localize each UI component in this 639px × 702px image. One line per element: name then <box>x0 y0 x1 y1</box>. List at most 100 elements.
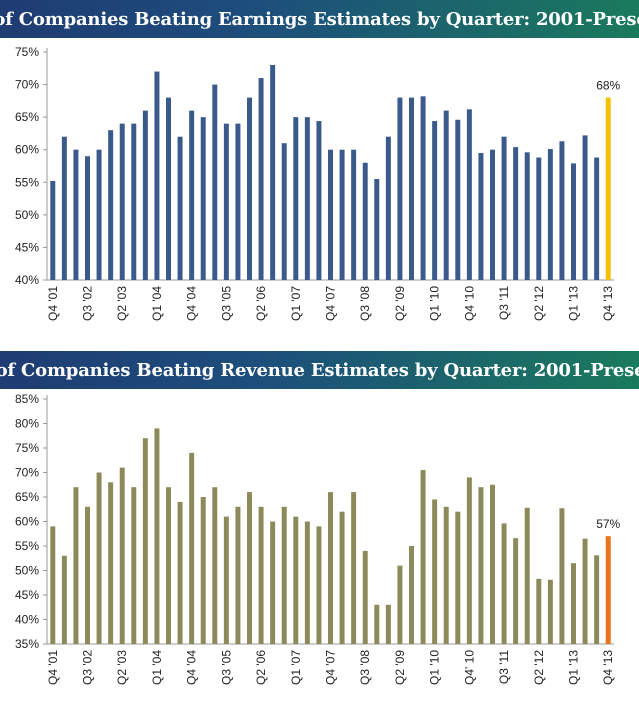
revenue-bar <box>536 578 542 644</box>
revenue-bar <box>73 487 79 644</box>
earnings-x-tick-label: Q2 '06 <box>254 286 268 321</box>
revenue-y-tick-label: 75% <box>15 441 39 455</box>
earnings-x-tick-label: Q1 '07 <box>289 286 303 321</box>
revenue-bar <box>235 506 241 644</box>
earnings-bar <box>501 136 507 280</box>
revenue-bar <box>455 511 461 644</box>
revenue-bar <box>328 492 333 644</box>
earnings-x-tick-label: Q2 '12 <box>532 286 546 321</box>
revenue-bar <box>142 438 148 644</box>
revenue-x-tick-label: Q4 '07 <box>324 650 338 685</box>
revenue-y-tick-label: 65% <box>15 490 39 504</box>
revenue-x-tick-label: Q4 '13 <box>601 650 615 685</box>
revenue-bar <box>177 501 183 644</box>
earnings-bar <box>432 121 438 280</box>
revenue-y-tick-label: 60% <box>15 515 39 529</box>
earnings-bar <box>108 130 114 280</box>
revenue-y-tick-label: 40% <box>15 613 39 627</box>
revenue-bar <box>443 506 449 644</box>
revenue-bar <box>513 538 519 644</box>
earnings-x-tick-label: Q2 '09 <box>393 286 407 321</box>
revenue-data-label: 57% <box>596 517 620 531</box>
revenue-chart-title: % of Companies Beating Revenue Estimates… <box>0 351 639 389</box>
earnings-bar <box>605 97 611 280</box>
earnings-bar <box>466 109 472 280</box>
revenue-x-tick-label: Q1 '04 <box>150 650 164 685</box>
earnings-bar <box>362 162 368 280</box>
revenue-bar <box>478 487 484 644</box>
revenue-bar <box>96 472 102 644</box>
revenue-x-tick-label: Q4 '01 <box>46 650 60 685</box>
revenue-x-tick-label: Q4 '04 <box>185 650 199 685</box>
revenue-x-tick-label: Q2 '06 <box>254 650 268 685</box>
revenue-y-tick-label: 35% <box>15 637 39 651</box>
earnings-y-tick-label: 40% <box>15 273 39 287</box>
earnings-bar <box>304 117 310 280</box>
earnings-bar <box>547 149 553 280</box>
earnings-bar <box>154 71 160 280</box>
earnings-y-tick-label: 65% <box>15 110 39 124</box>
earnings-bar <box>85 156 90 280</box>
revenue-bar <box>466 477 472 644</box>
earnings-chart: 40% 45% 50% 55% 60% 65% 70% 75% 68% Q4 '01 Q3 '02 Q… <box>15 45 621 321</box>
revenue-bar <box>316 526 322 644</box>
earnings-bar <box>281 143 287 280</box>
revenue-bar <box>362 550 368 644</box>
revenue-bar <box>374 604 380 644</box>
revenue-x-tick-label: Q4' 10 <box>462 650 476 685</box>
earnings-y-tick-label: 55% <box>15 175 39 189</box>
earnings-bar <box>73 149 79 280</box>
earnings-bar <box>420 96 426 280</box>
revenue-x-tick-label: Q1 '07 <box>289 650 303 685</box>
earnings-bar <box>223 123 229 280</box>
earnings-bar <box>293 117 299 280</box>
earnings-bar <box>594 157 600 280</box>
revenue-bar <box>85 506 90 644</box>
revenue-x-tick-label: Q2 '09 <box>393 650 407 685</box>
revenue-bar <box>166 487 171 644</box>
earnings-y-tick-label: 50% <box>15 208 39 222</box>
revenue-bar <box>409 546 414 644</box>
revenue-y-tick-label: 80% <box>15 417 39 431</box>
revenue-bar <box>571 563 576 644</box>
earnings-y-tick-label: 75% <box>15 45 39 59</box>
earnings-bar <box>571 163 576 280</box>
revenue-bar <box>223 516 229 644</box>
revenue-bar <box>281 506 287 644</box>
earnings-bar <box>235 123 241 280</box>
earnings-bar <box>582 135 588 280</box>
earnings-bar <box>536 157 542 280</box>
revenue-y-tick-label: 85% <box>15 392 39 406</box>
revenue-y-tick-label: 50% <box>15 564 39 578</box>
revenue-bar <box>50 526 56 644</box>
earnings-bar <box>247 97 252 280</box>
earnings-bar <box>96 149 102 280</box>
earnings-bar <box>455 119 461 280</box>
earnings-bar <box>131 123 137 280</box>
revenue-x-tick-label: Q1 '13 <box>567 650 581 685</box>
revenue-x-tick-label: Q3 '02 <box>81 650 95 685</box>
revenue-bar <box>397 565 403 644</box>
revenue-bar <box>524 507 530 644</box>
revenue-bar <box>304 521 310 644</box>
earnings-bar <box>142 110 148 280</box>
earnings-x-tick-label: Q4 '07 <box>324 286 338 321</box>
earnings-x-tick-label: Q4 '10 <box>462 286 476 321</box>
revenue-bar <box>131 487 137 644</box>
revenue-bar <box>247 492 252 644</box>
earnings-x-tick-label: Q4 '01 <box>46 286 60 321</box>
earnings-x-tick-label: Q4 '04 <box>185 286 199 321</box>
revenue-x-tick-label: Q3 '05 <box>219 650 233 685</box>
revenue-y-tick-label: 45% <box>15 588 39 602</box>
earnings-bar <box>443 110 449 280</box>
revenue-bar <box>559 508 565 644</box>
earnings-bar <box>119 123 125 280</box>
earnings-x-tick-label: Q3 '11 <box>497 286 511 320</box>
earnings-bar <box>177 136 183 280</box>
earnings-x-tick-label: Q1 '04 <box>150 286 164 321</box>
earnings-bar <box>316 121 322 280</box>
revenue-bar <box>108 482 114 644</box>
earnings-bar <box>339 149 345 280</box>
revenue-bar <box>270 521 276 644</box>
earnings-bar <box>200 117 206 280</box>
